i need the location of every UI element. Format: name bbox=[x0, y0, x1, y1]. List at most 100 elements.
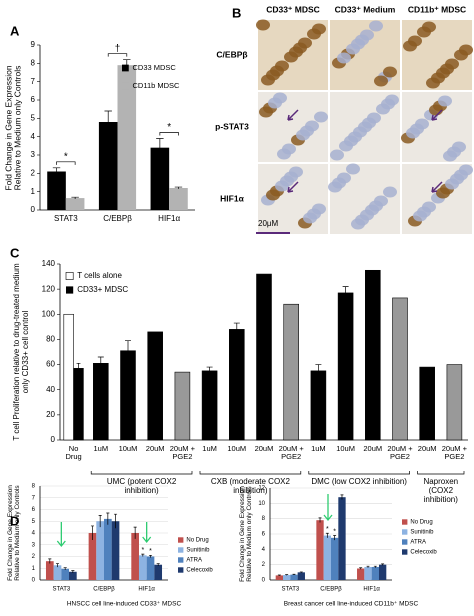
bar bbox=[201, 370, 218, 441]
significance-bracket bbox=[159, 132, 179, 136]
cell bbox=[266, 189, 280, 201]
bar bbox=[316, 520, 324, 580]
cell bbox=[259, 106, 273, 118]
group-label: CXB (moderate COX2 inhibition) bbox=[210, 477, 290, 495]
legend-swatch bbox=[178, 567, 184, 573]
legend-label: Celecoxib bbox=[186, 568, 213, 574]
y-tick-label: 3 bbox=[32, 542, 36, 548]
arrow bbox=[287, 181, 299, 193]
bar bbox=[323, 535, 331, 580]
cell bbox=[450, 173, 464, 185]
error-bar bbox=[71, 570, 75, 573]
bar bbox=[275, 575, 284, 580]
cell bbox=[337, 52, 351, 64]
y-tick-label: 0 bbox=[31, 205, 36, 214]
cell bbox=[383, 186, 397, 198]
y-tick-label: 10 bbox=[258, 501, 265, 507]
significance-label: * bbox=[333, 528, 336, 535]
x-tick-label: 20uM + PGE2 bbox=[278, 444, 304, 462]
group-bracket bbox=[199, 471, 302, 475]
cell bbox=[266, 69, 280, 81]
significance-label: * bbox=[64, 151, 68, 162]
legend-swatch bbox=[402, 549, 408, 555]
arrow bbox=[431, 109, 443, 121]
error-bar bbox=[366, 565, 370, 568]
row-label: HIF1α bbox=[220, 193, 244, 203]
y-tick-label: 4 bbox=[262, 547, 266, 553]
panel-label: B bbox=[232, 5, 241, 20]
x-tick-label: No Drug bbox=[65, 444, 82, 462]
bar bbox=[73, 368, 84, 441]
bar bbox=[120, 350, 136, 441]
cell bbox=[360, 29, 374, 41]
error-bar bbox=[106, 512, 110, 525]
x-tick-label: 20uM bbox=[417, 444, 437, 453]
row-label: C/EBPβ bbox=[216, 49, 247, 59]
error-bar bbox=[325, 532, 329, 538]
cell bbox=[381, 98, 395, 110]
cell bbox=[358, 121, 372, 133]
significance-label: * bbox=[149, 548, 152, 555]
cell bbox=[365, 204, 379, 216]
column-header: CD33⁺ MDSC bbox=[266, 4, 320, 14]
column-header: CD33⁺ Medium bbox=[335, 4, 396, 14]
error-bar bbox=[71, 196, 79, 199]
bar bbox=[53, 565, 62, 580]
cell bbox=[445, 58, 459, 70]
cell bbox=[459, 164, 473, 176]
group-bracket bbox=[417, 471, 465, 475]
bar bbox=[297, 572, 305, 580]
cell bbox=[298, 37, 312, 49]
legend-label: Sunitinib bbox=[186, 548, 210, 554]
cell bbox=[369, 20, 383, 32]
panel-label: A bbox=[10, 23, 20, 38]
bar bbox=[338, 497, 346, 580]
y-tick-label: 0 bbox=[262, 578, 266, 584]
error-bar bbox=[342, 286, 349, 300]
legend-swatch bbox=[178, 537, 184, 543]
x-tick-label: STAT3 bbox=[52, 587, 70, 593]
x-tick-label: 1uM bbox=[202, 444, 217, 453]
bar bbox=[419, 366, 435, 441]
y-tick-label: 5 bbox=[32, 519, 36, 525]
error-bar bbox=[340, 494, 344, 500]
x-tick-label: HIF1α bbox=[363, 587, 380, 593]
y-tick-label: 60 bbox=[46, 360, 55, 369]
bar bbox=[446, 364, 463, 441]
cell bbox=[374, 195, 388, 207]
y-tick-label: 9 bbox=[31, 40, 36, 49]
legend-label: No Drug bbox=[410, 520, 432, 526]
cell bbox=[436, 187, 450, 199]
y-tick-label: 140 bbox=[42, 259, 56, 268]
significance-label: * bbox=[141, 547, 144, 554]
cell bbox=[312, 203, 326, 215]
x-tick-label: HIF1α bbox=[138, 587, 155, 593]
bar bbox=[131, 533, 139, 580]
error-bar bbox=[97, 356, 104, 370]
bar bbox=[45, 561, 54, 580]
cell bbox=[351, 38, 365, 50]
error-bar bbox=[285, 574, 289, 576]
x-tick-label: STAT3 bbox=[281, 587, 299, 593]
cell bbox=[443, 150, 457, 162]
legend-swatch bbox=[402, 529, 408, 535]
error-bar bbox=[63, 567, 67, 571]
group-label: Naproxen (COX2 inhibition) bbox=[423, 477, 459, 504]
cell bbox=[330, 149, 344, 161]
error-bar bbox=[113, 513, 118, 529]
bar bbox=[310, 370, 327, 441]
x-tick-label: HIF1α bbox=[158, 214, 180, 223]
significance-bracket bbox=[56, 161, 76, 165]
significance-label: * bbox=[167, 122, 171, 133]
legend-label: ATRA bbox=[186, 558, 202, 564]
legend-swatch bbox=[178, 547, 184, 553]
legend-swatch bbox=[122, 64, 129, 72]
y-tick-label: 0 bbox=[51, 435, 56, 444]
error-bar bbox=[98, 515, 102, 528]
legend-label: No Drug bbox=[186, 538, 208, 544]
y-tick-label: 4 bbox=[32, 531, 36, 537]
y-tick-label: 6 bbox=[262, 532, 266, 538]
x-tick-label: 20uM bbox=[145, 444, 165, 453]
highlight-arrow bbox=[142, 522, 152, 544]
error-bar bbox=[299, 571, 303, 573]
